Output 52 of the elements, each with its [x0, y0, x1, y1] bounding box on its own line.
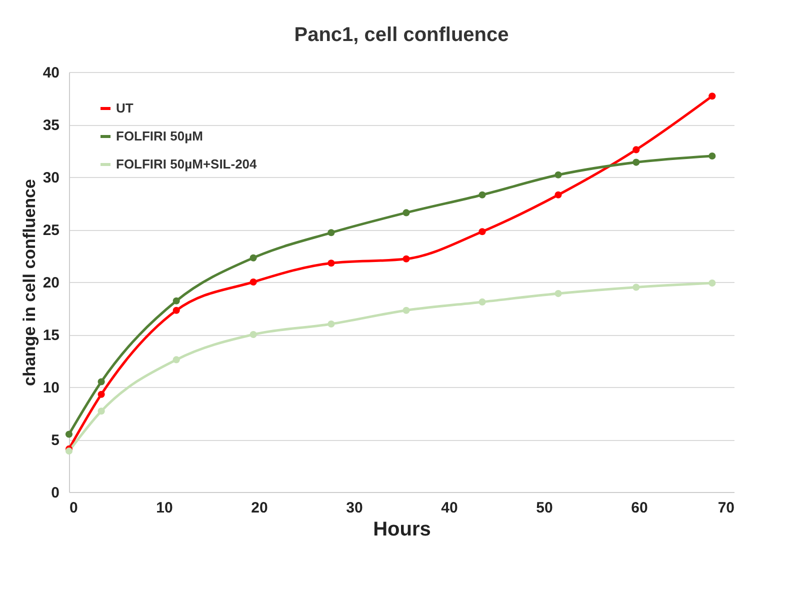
point	[478, 228, 486, 236]
point	[708, 92, 716, 100]
y-tick-label: 30	[42, 170, 60, 186]
point	[250, 278, 257, 286]
x-tick-label: 30	[346, 500, 363, 516]
y-tick-label: 15	[42, 327, 60, 344]
point	[98, 378, 105, 386]
point	[708, 280, 716, 287]
point	[554, 191, 562, 198]
point	[478, 298, 486, 306]
chart-title: Panc1, cell confluence	[294, 24, 509, 46]
y-tick-label: 10	[42, 380, 60, 396]
point	[402, 255, 410, 262]
point	[172, 356, 180, 364]
point	[328, 320, 335, 328]
legend-label: FOLFIRI 50µM	[116, 128, 203, 144]
point	[65, 430, 73, 438]
x-tick-label: 20	[251, 500, 268, 516]
x-tick-label: 40	[441, 500, 458, 516]
point	[172, 297, 180, 304]
legend-label: UT	[116, 100, 134, 116]
point	[402, 306, 410, 314]
point	[708, 152, 716, 160]
y-tick-label: 35	[42, 117, 60, 134]
point	[478, 191, 486, 198]
point	[250, 254, 257, 262]
y-axis-title: change in cell confluence	[20, 179, 39, 386]
x-tick-label: 70	[718, 500, 734, 516]
point	[402, 209, 410, 216]
y-tick-label: 25	[42, 222, 60, 239]
point	[554, 171, 562, 178]
y-tick-label: 20	[42, 274, 60, 292]
point	[65, 448, 73, 455]
point	[328, 260, 335, 267]
point	[632, 158, 640, 166]
point	[632, 284, 640, 291]
y-tick-label: 5	[51, 432, 60, 449]
point	[328, 229, 335, 236]
point	[632, 146, 640, 154]
x-tick-label: 10	[156, 500, 173, 516]
point	[98, 408, 105, 415]
x-tick-label: 60	[631, 500, 648, 516]
point	[172, 306, 180, 314]
point	[554, 290, 562, 298]
y-tick-label: 40	[42, 64, 60, 82]
x-tick-label: 0	[70, 500, 78, 516]
x-tick-label: 50	[536, 500, 553, 516]
x-axis-title: Hours	[373, 518, 431, 540]
legend-label: FOLFIRI 50µM+SIL-204	[116, 156, 258, 172]
point	[98, 390, 105, 398]
y-tick-label: 0	[51, 484, 60, 502]
point	[250, 330, 257, 338]
